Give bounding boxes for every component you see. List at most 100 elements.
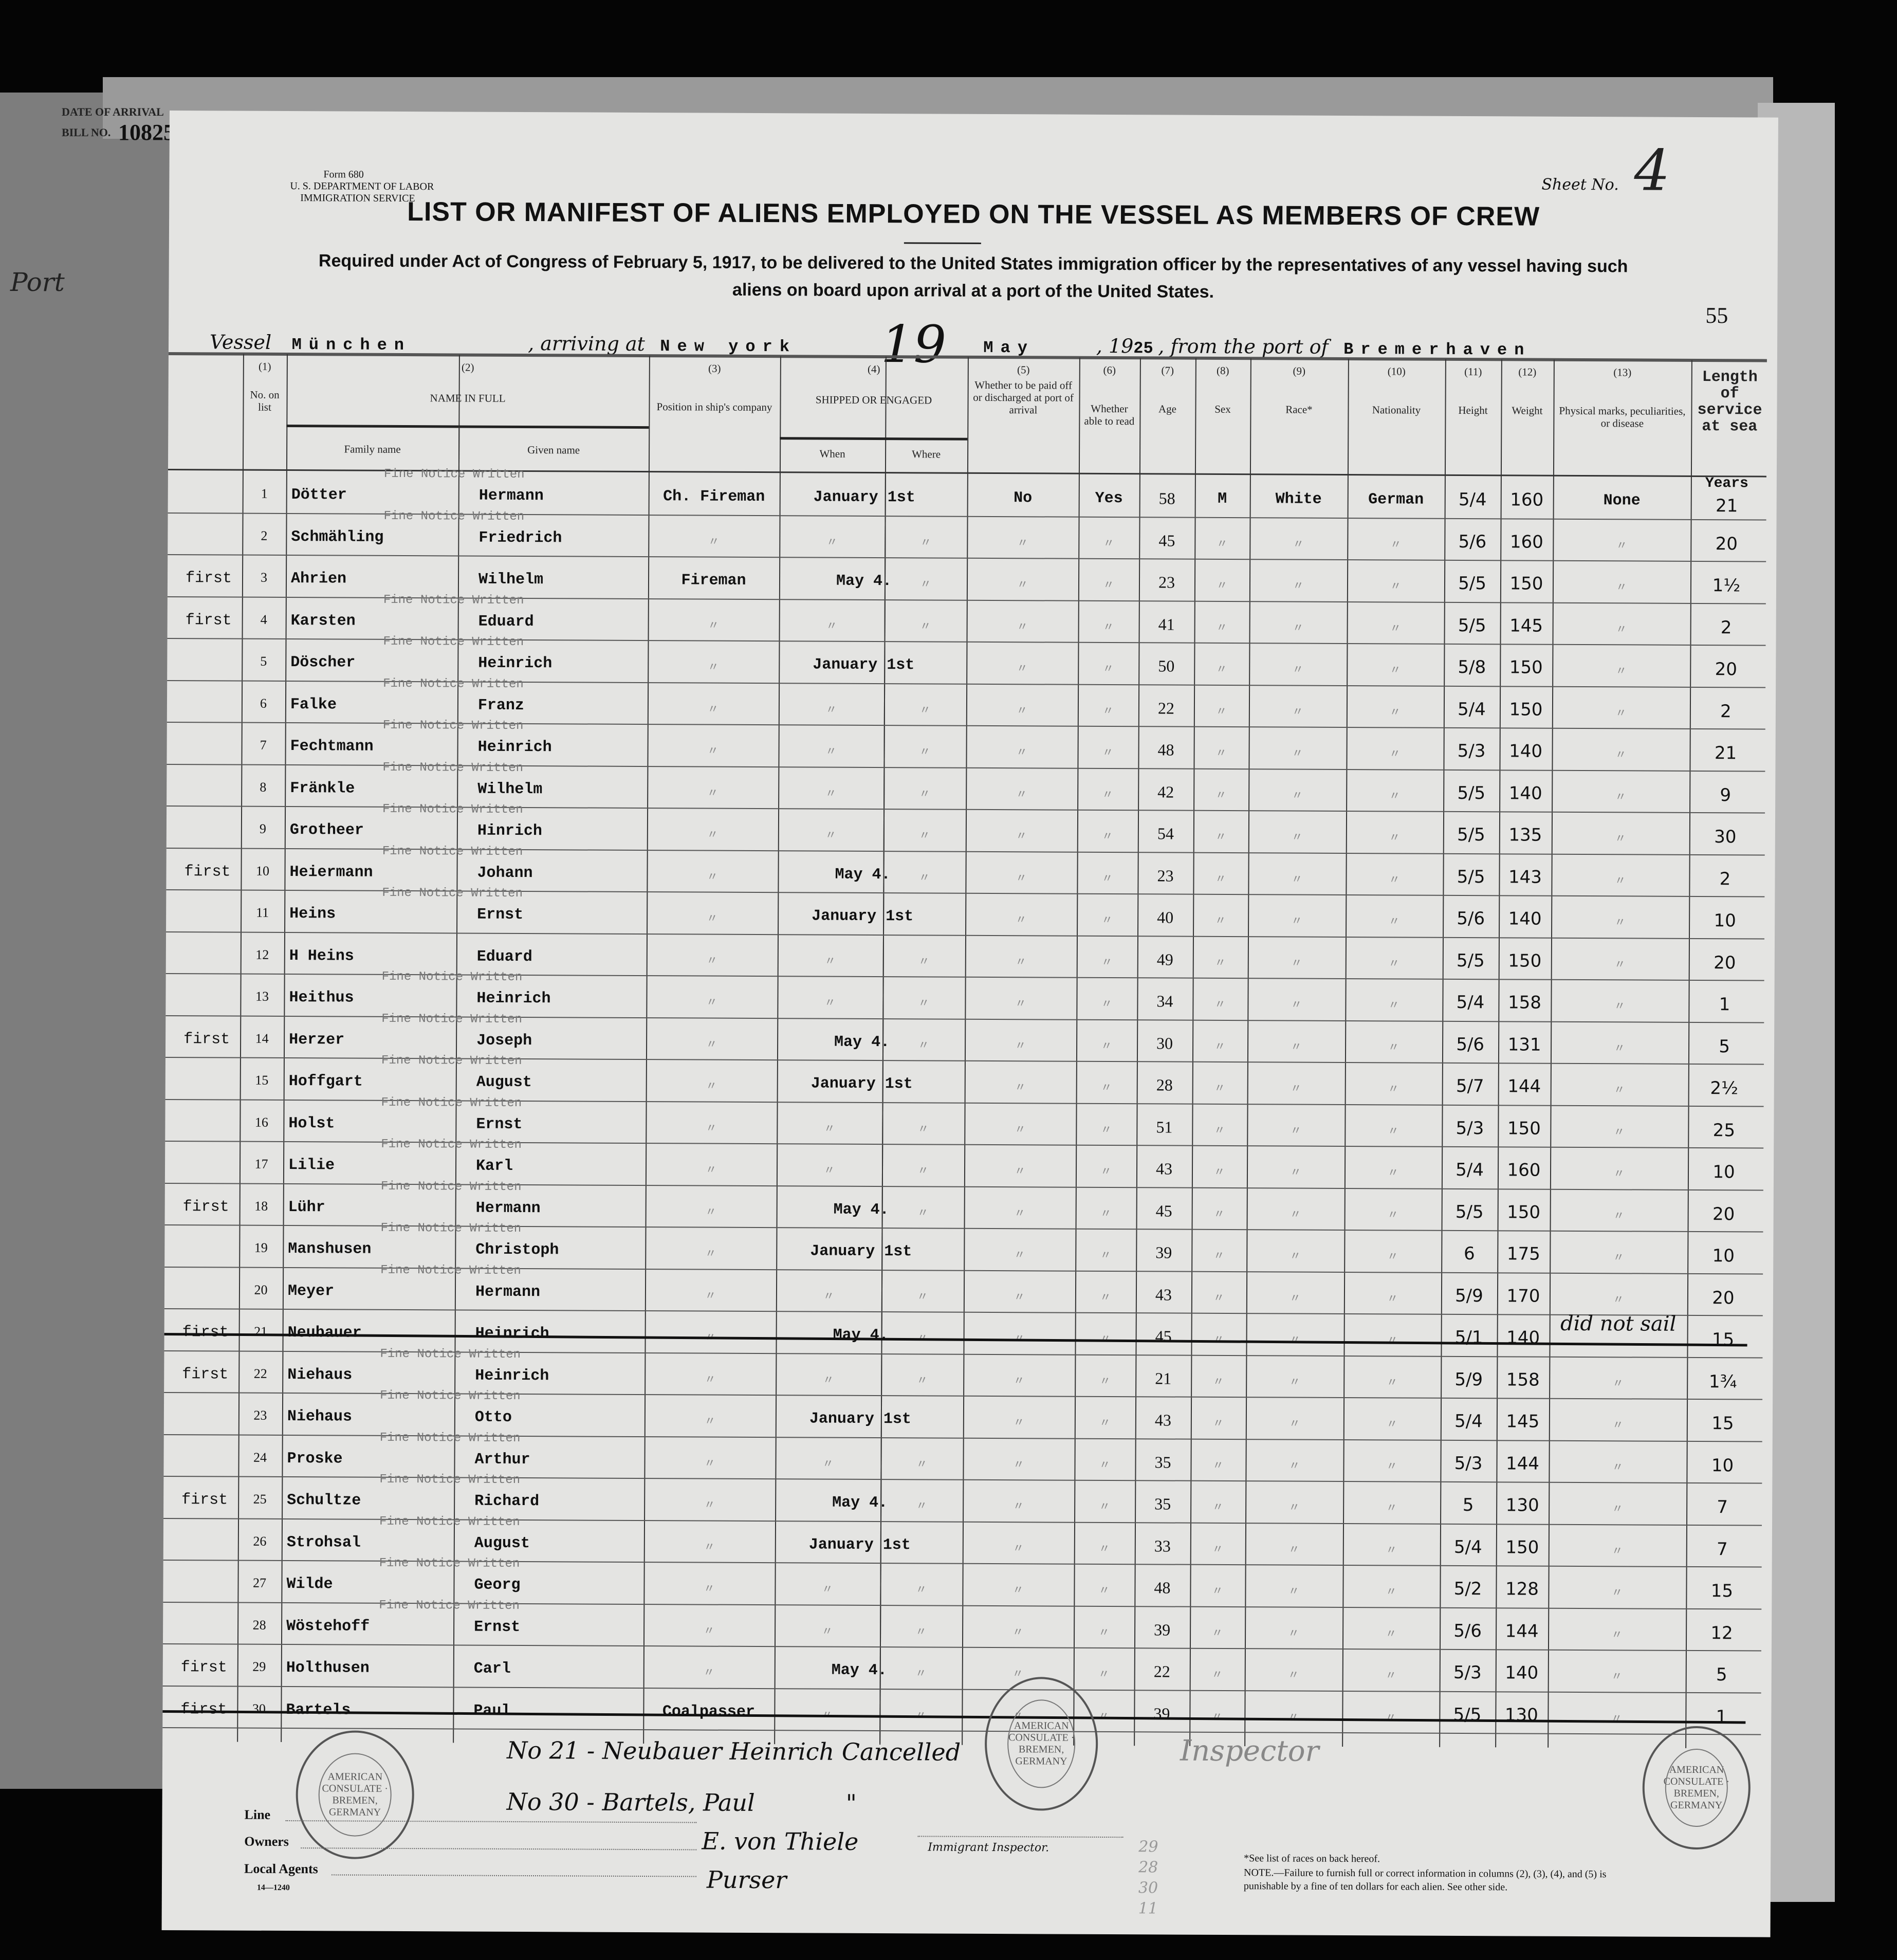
- row-number: 15: [255, 1072, 269, 1088]
- marks-ditto: 〃: [1611, 1670, 1623, 1683]
- consulate-stamp-middle: AMERICAN CONSULATE · BREMEN, GERMANY: [984, 1676, 1098, 1811]
- position: Fireman: [681, 572, 746, 590]
- weight: 175: [1506, 1243, 1540, 1265]
- arriving-port: New york: [660, 337, 797, 357]
- age: 50: [1158, 656, 1175, 675]
- paid-ditto: 〃: [1015, 1038, 1026, 1052]
- read-ditto: 〃: [1102, 787, 1114, 801]
- read-ditto: 〃: [1098, 1542, 1110, 1555]
- age: 28: [1156, 1075, 1173, 1094]
- paid-ditto: 〃: [1016, 745, 1028, 759]
- height: 5/3: [1454, 1453, 1483, 1474]
- manifest-sheet: Form 680 U. S. DEPARTMENT OF LABOR IMMIG…: [161, 111, 1778, 1937]
- sex-ditto: 〃: [1212, 1416, 1224, 1430]
- age: 30: [1156, 1033, 1173, 1053]
- length-of-service: 20: [1714, 952, 1736, 973]
- fine-notice-stamp: Fine Notice Written: [379, 1598, 520, 1613]
- cancel-note-30: No 30 - Bartels, Paul: [506, 1787, 755, 1817]
- weight: 140: [1505, 1662, 1539, 1683]
- length-of-service: 25: [1712, 1120, 1736, 1141]
- given-name: Friedrich: [478, 529, 562, 547]
- weight: 150: [1507, 1118, 1541, 1139]
- read-ditto: 〃: [1102, 745, 1114, 759]
- given-name: August: [474, 1534, 530, 1552]
- given-name: August: [476, 1073, 532, 1092]
- row-number: 3: [260, 570, 268, 585]
- sex-ditto: 〃: [1214, 913, 1226, 927]
- row-number: 9: [259, 821, 266, 836]
- column-number: (8): [1217, 364, 1229, 377]
- where-ditto: 〃: [918, 996, 930, 1010]
- weight: 140: [1509, 741, 1543, 762]
- weight: 128: [1505, 1579, 1539, 1600]
- row-number: 13: [255, 988, 269, 1004]
- paid-ditto: 〃: [1014, 1248, 1025, 1261]
- age: 43: [1155, 1285, 1172, 1304]
- row-number: 5: [260, 653, 267, 669]
- agents-field[interactable]: [331, 1874, 697, 1877]
- marks-ditto: 〃: [1614, 915, 1626, 929]
- where-ditto: 〃: [919, 786, 931, 800]
- read-ditto: 〃: [1099, 1458, 1111, 1471]
- years-label: Years: [1705, 475, 1748, 492]
- when-ditto: 〃: [821, 1624, 833, 1638]
- length-of-service: 12: [1710, 1622, 1733, 1643]
- behind-date-label: DATE OF ARRIVAL: [62, 105, 164, 118]
- given-name: Georg: [474, 1576, 521, 1595]
- given-name: Karl: [475, 1157, 513, 1175]
- race-ditto: 〃: [1290, 1082, 1302, 1095]
- position-ditto: 〃: [706, 911, 718, 925]
- agents-label: Local Agents: [244, 1861, 318, 1877]
- sex-ditto: 〃: [1214, 1081, 1226, 1094]
- marks-ditto: 〃: [1614, 832, 1626, 845]
- column-header-c8: Sex: [1214, 402, 1231, 416]
- length-of-service: 20: [1712, 1203, 1735, 1224]
- where-ditto: 〃: [918, 954, 930, 967]
- race-ditto: 〃: [1288, 1417, 1300, 1430]
- marks-ditto: 〃: [1612, 1460, 1624, 1473]
- height: 5/4: [1457, 699, 1486, 720]
- family-name: Schmähling: [291, 528, 384, 546]
- table-row: 20 Meyer Hermann Fine Notice Written 〃 〃 〃 〃 〃 43…: [164, 1263, 1763, 1316]
- table-row: 11 Heins Ernst Fine Notice Written 〃 January …: [166, 886, 1765, 940]
- age: 49: [1156, 949, 1173, 969]
- column-header-c7: Age: [1158, 402, 1177, 415]
- position-ditto: 〃: [705, 1121, 717, 1134]
- height: 5/5: [1455, 1201, 1484, 1222]
- shipped-when: January 1st: [813, 488, 915, 507]
- shipped-when: January 1st: [813, 656, 915, 674]
- sex-ditto: 〃: [1216, 620, 1228, 634]
- marks-ditto: 〃: [1613, 1251, 1625, 1264]
- height: 5/5: [1457, 824, 1485, 846]
- cancel-note-21: No 21 - Neubauer Heinrich Cancelled: [506, 1736, 961, 1766]
- column-header-length: Length of service at sea: [1697, 369, 1762, 436]
- paid-ditto: 〃: [1017, 578, 1028, 591]
- row-number: 6: [260, 695, 267, 711]
- fine-notice-stamp: Fine Notice Written: [382, 718, 524, 734]
- length-of-service: 10: [1714, 910, 1736, 931]
- race-ditto: 〃: [1289, 1291, 1301, 1305]
- first-annotation: first: [181, 1491, 228, 1509]
- sex-ditto: 〃: [1212, 1375, 1224, 1388]
- row-number: 30: [252, 1701, 266, 1716]
- column-header-c3: Position in ship's company: [656, 400, 772, 414]
- physical-marks: None: [1603, 492, 1641, 510]
- age: 42: [1157, 782, 1174, 801]
- age: 41: [1158, 614, 1175, 634]
- position-ditto: 〃: [703, 1624, 715, 1637]
- where-ditto: 〃: [918, 870, 930, 884]
- position-ditto: 〃: [704, 1414, 716, 1427]
- height: 5/8: [1458, 656, 1486, 678]
- inspector-field[interactable]: [917, 1836, 1124, 1838]
- when-ditto: 〃: [823, 1122, 835, 1135]
- column-number: (6): [1103, 363, 1116, 377]
- given-name: Eduard: [478, 613, 534, 631]
- position-ditto: 〃: [705, 1289, 716, 1302]
- marks-ditto: 〃: [1615, 790, 1627, 803]
- row-number: 21: [254, 1324, 268, 1339]
- sex-ditto: 〃: [1212, 1458, 1224, 1472]
- column-header-c9: Race*: [1285, 403, 1313, 416]
- nationality-ditto: 〃: [1389, 705, 1401, 718]
- paid-ditto: 〃: [1012, 1541, 1024, 1554]
- nationality-ditto: 〃: [1386, 1501, 1397, 1514]
